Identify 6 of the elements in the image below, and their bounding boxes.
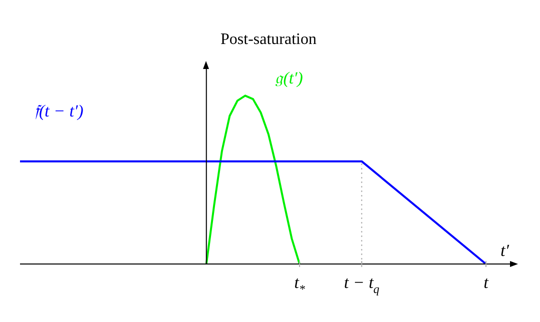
x-tick-label: t [484, 273, 490, 292]
chart-title: Post-saturation [220, 31, 316, 48]
text: 𝔣(t − t′) [34, 101, 84, 120]
series-label: 𝔤(t′) [275, 68, 304, 88]
x-axis-title: t′ [500, 241, 510, 260]
x-tick-label: t* [294, 273, 305, 296]
